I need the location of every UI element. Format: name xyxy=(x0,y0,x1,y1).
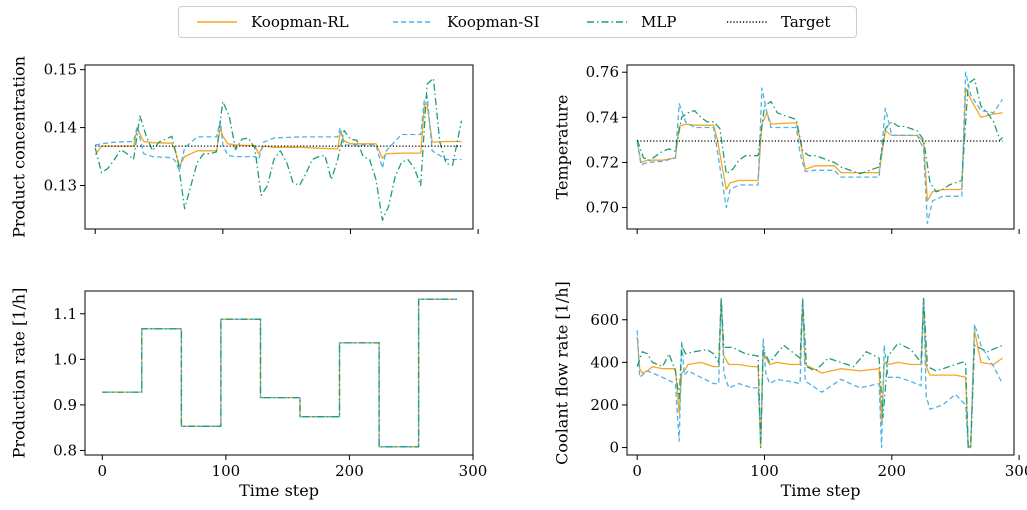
series-line-mlp xyxy=(636,78,1003,193)
y-tick-label: 0.8 xyxy=(53,441,77,459)
legend-swatch xyxy=(587,21,627,23)
chart-panel-0: 0.13 0.14 0.15 Product concentration xyxy=(10,56,479,238)
axes-frame xyxy=(84,290,474,456)
axes-frame xyxy=(626,290,1015,456)
y-tick-label: 400 xyxy=(590,353,619,371)
x-tick-label: 300 xyxy=(459,462,488,480)
series-line-koopman-si xyxy=(636,297,1004,449)
legend-label: Koopman-RL xyxy=(251,13,349,31)
x-axis-label: Time step xyxy=(239,481,319,500)
plot-area xyxy=(636,297,1004,449)
x-tick-label: 100 xyxy=(750,462,779,480)
x-tick-label: 200 xyxy=(877,462,906,480)
series-line-koopman-si xyxy=(636,71,1004,225)
series-line-koopman-rl xyxy=(94,103,462,168)
legend: Koopman-RL Koopman-SI MLP Target xyxy=(178,6,857,38)
legend-item-target: Target xyxy=(727,7,830,37)
axes-frame xyxy=(84,64,474,230)
x-tick-label: 0 xyxy=(98,462,108,480)
y-tick-label: 0.74 xyxy=(586,108,619,126)
y-tick-label: 0 xyxy=(609,439,619,457)
series-line-koopman-rl xyxy=(636,297,1003,449)
axes-frame xyxy=(626,64,1015,230)
series-line-mlp xyxy=(94,77,463,221)
legend-swatch xyxy=(197,21,237,23)
y-tick-label: 0.76 xyxy=(586,63,619,81)
chart-panel-2: 0 100 200 300 0.8 0.9 1.0 1.1 Time step Productio… xyxy=(10,288,488,500)
y-tick-label: 1.0 xyxy=(53,350,77,368)
legend-swatch xyxy=(727,21,767,23)
series-line-koopman-si xyxy=(95,95,462,172)
y-tick-label: 0.14 xyxy=(44,119,77,137)
legend-swatch xyxy=(393,21,433,23)
x-tick-label: 0 xyxy=(632,462,642,480)
y-axis-label: Production rate [1/h] xyxy=(10,288,29,459)
y-axis-label: Temperature xyxy=(553,95,572,200)
legend-item-koopman-si: Koopman-SI xyxy=(393,7,540,37)
x-tick-label: 100 xyxy=(212,462,241,480)
legend-label: Target xyxy=(781,13,831,31)
plot-area xyxy=(102,298,457,448)
x-tick-label: 300 xyxy=(1005,462,1027,480)
y-tick-label: 0.70 xyxy=(586,199,619,217)
legend-item-koopman-rl: Koopman-RL xyxy=(197,7,349,37)
y-tick-label: 200 xyxy=(590,396,619,414)
chart-panel-3: 0 100 200 300 0 200 400 600 Time step Coolant flo… xyxy=(553,281,1027,500)
y-tick-label: 0.72 xyxy=(586,153,619,171)
y-tick-label: 0.15 xyxy=(44,61,77,79)
x-axis-label: Time step xyxy=(781,481,861,500)
legend-item-mlp: MLP xyxy=(587,7,676,37)
series-line-koopman-rl xyxy=(102,298,457,448)
plot-area xyxy=(94,77,463,221)
series-line-koopman-rl xyxy=(636,87,1003,202)
legend-label: MLP xyxy=(641,13,677,31)
y-tick-label: 0.9 xyxy=(53,396,77,414)
y-tick-label: 0.13 xyxy=(44,177,77,195)
series-line-koopman-si xyxy=(102,298,457,448)
series-line-mlp xyxy=(636,297,1003,449)
series-line-mlp xyxy=(102,298,457,448)
y-axis-label: Product concentration xyxy=(10,56,29,238)
chart-panel-1: 0.70 0.72 0.74 0.76 Temperature xyxy=(553,63,1020,234)
x-tick-label: 200 xyxy=(335,462,364,480)
legend-label: Koopman-SI xyxy=(447,13,540,31)
y-axis-label: Coolant flow rate [1/h] xyxy=(553,281,572,465)
y-tick-label: 1.1 xyxy=(53,305,77,323)
plot-area xyxy=(636,71,1004,225)
y-tick-label: 600 xyxy=(590,311,619,329)
